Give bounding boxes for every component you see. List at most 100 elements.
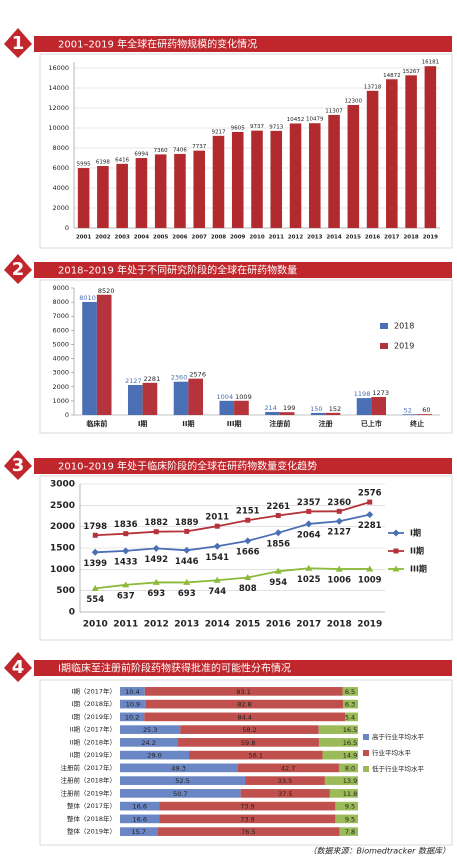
value-label: 7.8: [345, 828, 355, 836]
y-tick-label: 10000: [48, 124, 69, 132]
marker: [213, 542, 221, 550]
value-label: 52: [404, 406, 412, 414]
badge-number: 1: [12, 33, 25, 54]
value-label: 1009: [235, 393, 252, 401]
y-tick-label: 1500: [50, 544, 75, 554]
y-category-label: I期（2018年）: [72, 699, 116, 708]
marker: [152, 544, 160, 552]
marker: [184, 528, 190, 534]
bar: [82, 301, 97, 415]
value-label: 13.9: [343, 777, 357, 785]
value-label: 5.4: [345, 713, 355, 721]
value-label: 1492: [144, 555, 168, 565]
x-tick-label: 2017: [384, 235, 399, 241]
value-label: 73.9: [240, 815, 254, 823]
value-label: 2281: [144, 375, 161, 383]
x-tick-label: 2019: [423, 235, 438, 241]
value-label: 7360: [154, 148, 168, 154]
legend-label: 2019: [394, 342, 414, 351]
value-label: 6994: [134, 152, 148, 158]
bar: [289, 123, 302, 228]
value-label: 9737: [250, 124, 264, 130]
y-category-label: 注册前（2018年）: [60, 776, 116, 785]
bar-segment: [120, 814, 160, 824]
x-tick-label: 已上市: [361, 419, 382, 428]
bar: [371, 397, 387, 415]
value-label: 6198: [96, 160, 110, 166]
y-tick-label: 2500: [50, 501, 75, 511]
bar: [405, 75, 417, 228]
x-tick-label: 2015: [346, 235, 361, 241]
legend-swatch: [363, 766, 369, 772]
bar: [279, 412, 295, 415]
value-label: 2127: [125, 377, 142, 385]
value-label: 1889: [175, 518, 199, 528]
marker: [335, 517, 343, 525]
marker: [122, 581, 130, 588]
y-tick-label: 0: [65, 224, 69, 232]
value-label: 2576: [189, 371, 206, 379]
value-label: 14872: [383, 73, 401, 79]
value-label: 8520: [98, 287, 115, 295]
bar: [142, 382, 158, 415]
x-tick-label: 2004: [134, 235, 149, 241]
marker: [306, 508, 312, 514]
value-label: 9713: [269, 124, 283, 130]
value-label: 82.8: [237, 701, 251, 709]
value-label: 14.9: [343, 752, 357, 760]
legend-swatch: [380, 343, 388, 349]
legend-swatch: [380, 323, 388, 329]
y-tick-label: 6000: [52, 326, 69, 334]
marker: [274, 529, 282, 537]
value-label: 83.1: [236, 688, 250, 696]
section-title: 2001–2019 年全球在研药物规模的变化情况: [58, 38, 257, 51]
bar: [174, 153, 186, 228]
value-label: 6416: [115, 157, 129, 163]
value-label: 10452: [287, 117, 305, 123]
bar-segment: [120, 738, 178, 747]
bar: [234, 400, 249, 415]
bar-segment: [159, 801, 336, 811]
value-label: 15267: [402, 69, 420, 75]
section-header: [34, 458, 452, 474]
marker: [305, 520, 313, 528]
marker: [183, 546, 191, 554]
x-tick-label: 2005: [153, 235, 168, 241]
value-label: 10479: [306, 117, 324, 123]
value-label: 150: [310, 405, 322, 413]
value-label: 808: [239, 584, 257, 594]
bar: [270, 130, 283, 228]
bar-segment: [318, 725, 358, 734]
x-tick-label: 2018: [403, 235, 418, 241]
value-label: 84.4: [237, 713, 251, 721]
x-tick-label: 2009: [230, 235, 245, 241]
section-title: 2018–2019 年处于不同研究阶段的全球在研药物数量: [58, 264, 297, 277]
bar-segment: [120, 750, 190, 760]
bar-segment: [342, 687, 358, 696]
bar: [193, 150, 205, 228]
value-label: 16.5: [343, 726, 357, 734]
value-label: 693: [147, 589, 165, 599]
value-label: 1198: [354, 390, 371, 398]
y-category-label: II期（2017年）: [70, 725, 116, 734]
bar-segment: [345, 712, 358, 722]
marker: [393, 548, 399, 554]
value-label: 2360: [171, 374, 188, 382]
marker: [336, 508, 342, 514]
bar: [251, 130, 263, 228]
value-label: 637: [117, 591, 135, 601]
value-label: 10.2: [125, 713, 139, 721]
value-label: 1882: [144, 518, 168, 528]
badge-number: 3: [12, 455, 25, 476]
bar-segment: [120, 789, 241, 798]
badge-shape: [4, 652, 32, 682]
bar-segment: [189, 750, 323, 760]
y-tick-label: 8000: [52, 144, 69, 152]
legend-label: 高于行业平均水平: [372, 732, 425, 741]
bar: [116, 163, 128, 228]
value-label: 73.9: [240, 803, 254, 811]
value-label: 15.7: [131, 828, 145, 836]
y-tick-label: 0: [69, 608, 75, 618]
x-tick-label: II期: [182, 419, 194, 428]
y-tick-label: 5000: [52, 340, 69, 348]
